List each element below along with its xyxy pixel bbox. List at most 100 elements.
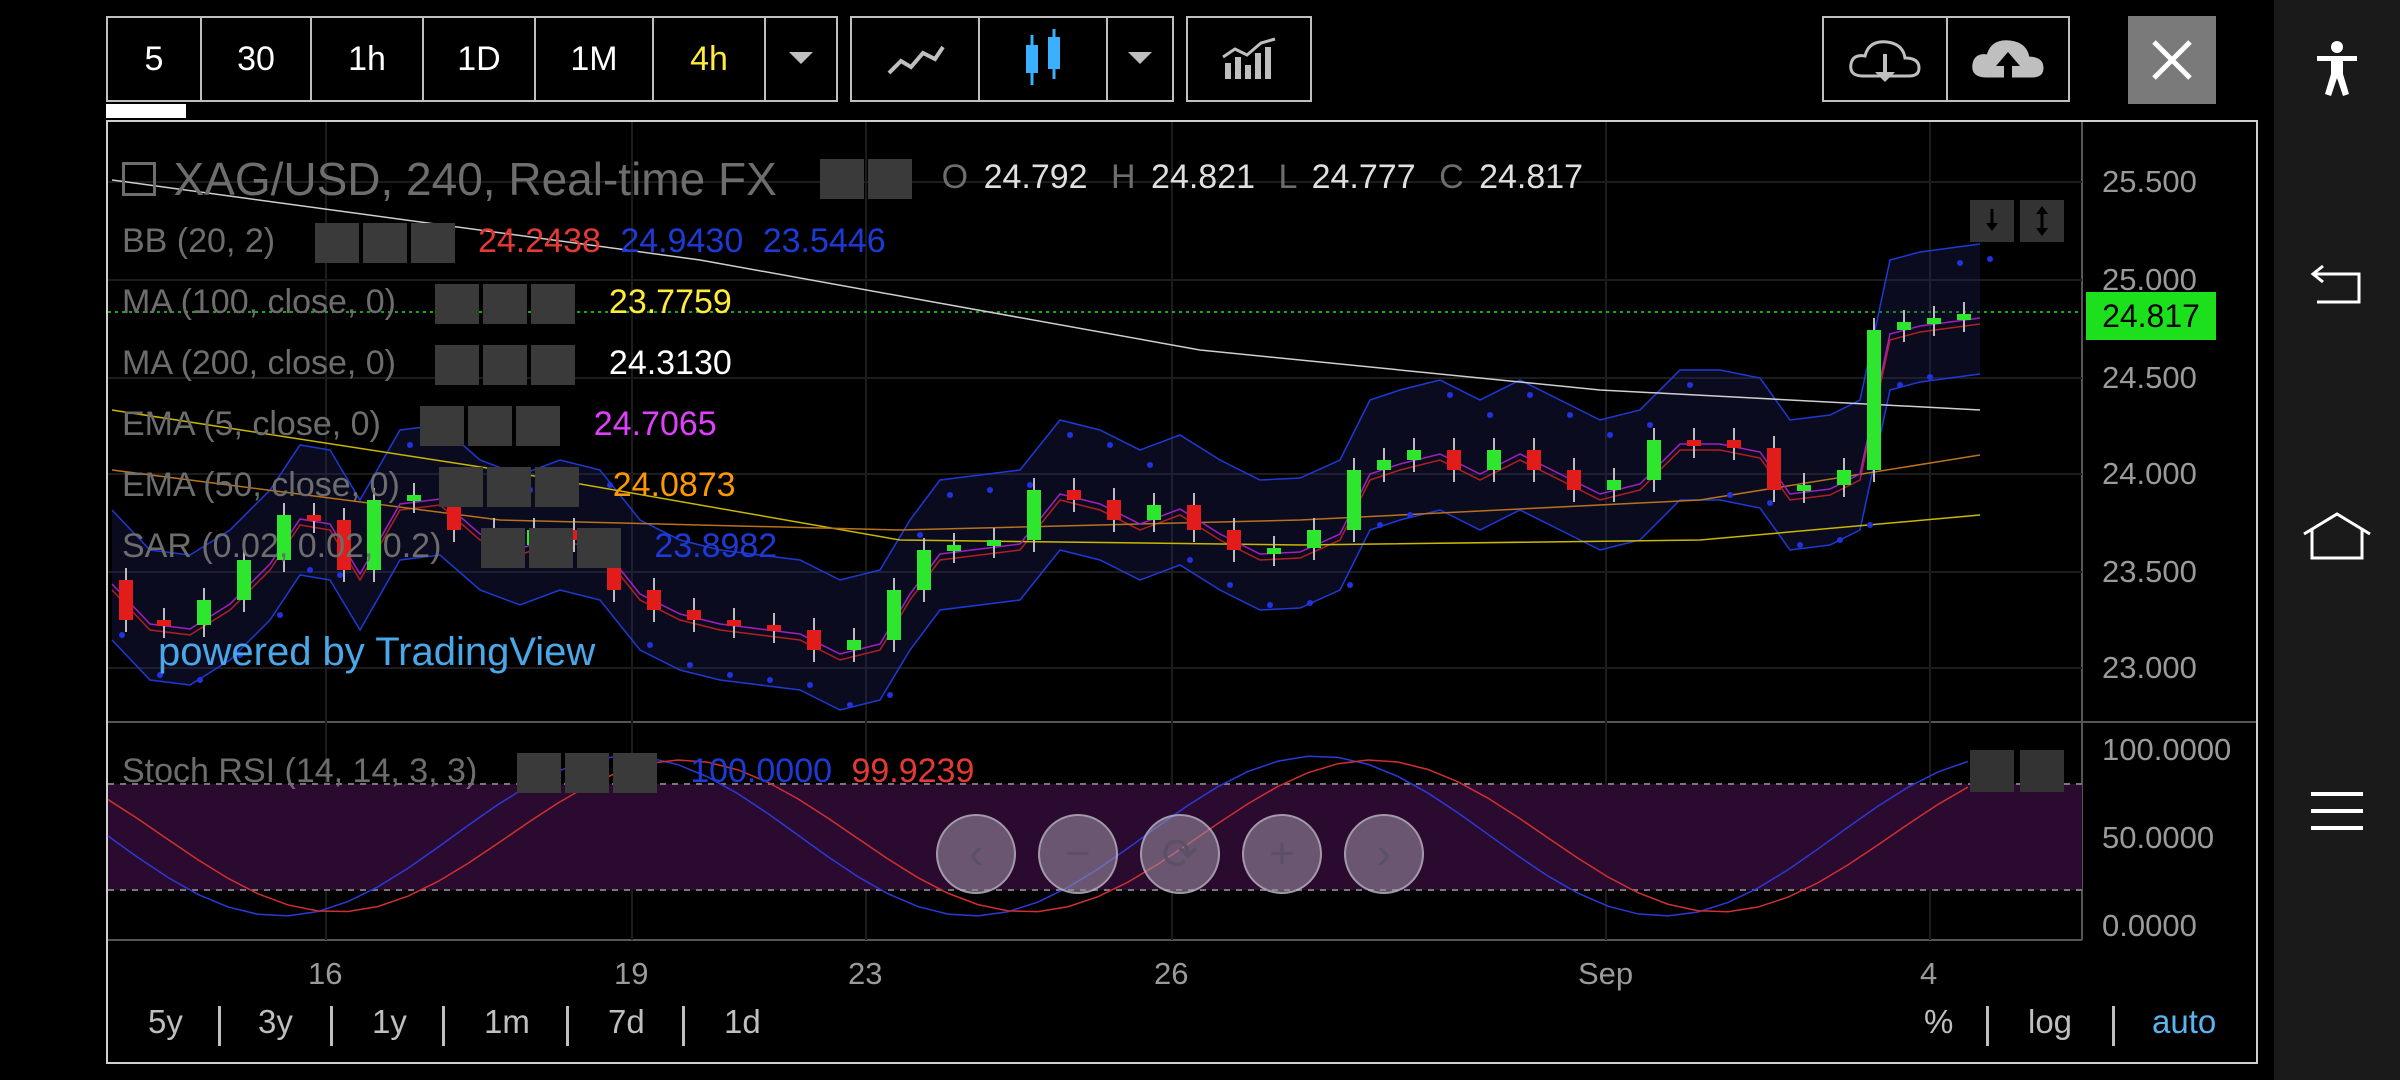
gear-icon[interactable] (483, 284, 528, 325)
close-icon[interactable] (531, 345, 576, 386)
tradingview-watermark[interactable]: powered by TradingView (158, 630, 596, 674)
eye-icon[interactable] (516, 753, 561, 794)
gear-icon[interactable] (487, 467, 532, 508)
save-chart-button[interactable] (1948, 18, 2068, 100)
indicator-ema50: EMA (50, close, 0) 24.0873 (122, 466, 736, 508)
interval-1d-button[interactable]: 1D (424, 18, 536, 100)
close-icon[interactable] (612, 753, 657, 794)
candle-body (1527, 450, 1541, 470)
ma100-line (111, 409, 1981, 546)
candle-body (1227, 530, 1241, 550)
gear-icon[interactable] (528, 528, 573, 569)
candle-body (647, 590, 661, 610)
percent-scale-button[interactable]: % (1924, 1003, 1954, 1040)
close-icon[interactable] (410, 223, 455, 264)
close-button[interactable] (2128, 16, 2216, 104)
candle-body (1767, 448, 1781, 490)
range-1d-button[interactable]: 1d (724, 1003, 761, 1040)
indicator-name: EMA (5, close, 0) (122, 405, 381, 443)
indicator-value: 24.3130 (608, 344, 732, 382)
candle-body (119, 580, 133, 620)
zoom-out-button[interactable]: − (1038, 814, 1118, 894)
line-chart-button[interactable] (852, 18, 980, 100)
indicators-button[interactable] (1188, 18, 1310, 100)
gear-icon[interactable] (362, 223, 407, 264)
candle-chart-button[interactable] (980, 18, 1108, 100)
interval-dropdown-button[interactable] (766, 18, 836, 100)
auto-scale-button[interactable]: auto (2152, 1003, 2217, 1040)
close-icon[interactable] (576, 528, 621, 569)
candle-body (567, 530, 581, 540)
divider (442, 1006, 445, 1046)
divider (2112, 1006, 2115, 1046)
range-3y-button[interactable]: 3y (258, 1003, 293, 1040)
stoch-axis-label: 100.0000 (2102, 732, 2232, 767)
log-scale-button[interactable]: log (2028, 1003, 2073, 1040)
candle-body (1957, 314, 1971, 320)
scroll-down-button[interactable] (1970, 200, 2014, 242)
scroll-right-button[interactable]: › (1344, 814, 1424, 894)
candle-body (1897, 322, 1911, 330)
candle-body (367, 500, 381, 570)
chart-type-dropdown-button[interactable] (1108, 18, 1172, 100)
interval-5-button[interactable]: 5 (108, 18, 202, 100)
gear-icon[interactable] (868, 159, 913, 199)
price-chart[interactable] (0, 0, 2274, 1080)
scroll-left-button[interactable]: ‹ (936, 814, 1016, 894)
indicator-sar: SAR (0.02, 0.02, 0.2) 23.8982 (122, 527, 777, 569)
scale-resize-button[interactable] (2020, 200, 2064, 242)
home-button[interactable] (2274, 512, 2400, 562)
current-price-tag: 24.817 (2086, 292, 2216, 340)
interval-1m-button[interactable]: 1M (536, 18, 654, 100)
gear-icon[interactable] (564, 753, 609, 794)
close-icon[interactable] (531, 284, 576, 325)
range-1y-button[interactable]: 1y (372, 1003, 407, 1040)
sar-dot (1347, 582, 1353, 588)
accessibility-button[interactable] (2274, 40, 2400, 96)
eye-icon[interactable] (439, 467, 484, 508)
candle-body (947, 545, 961, 551)
sar-dot (407, 442, 413, 448)
time-scrollbar[interactable] (106, 104, 186, 118)
range-1m-button[interactable]: 1m (484, 1003, 530, 1040)
interval-4h-button[interactable]: 4h (654, 18, 766, 100)
load-chart-button[interactable] (1824, 18, 1948, 100)
candle-body (407, 495, 421, 501)
bollinger-band (112, 244, 1980, 710)
eye-icon[interactable] (820, 159, 865, 199)
stoch-axis-label: 0.0000 (2102, 908, 2197, 943)
indicator-value: 24.7065 (593, 405, 717, 443)
eye-icon[interactable] (314, 223, 359, 264)
candle-body (1607, 480, 1621, 490)
close-icon[interactable] (516, 406, 561, 447)
menu-button[interactable] (2274, 790, 2400, 832)
scroll-up-button[interactable] (1970, 750, 2014, 792)
interval-1h-button[interactable]: 1h (312, 18, 424, 100)
sar-dot (1027, 482, 1033, 488)
divider (330, 1006, 333, 1046)
range-7d-button[interactable]: 7d (608, 1003, 645, 1040)
candle-body (1837, 470, 1851, 485)
gear-icon[interactable] (468, 406, 513, 447)
reset-button[interactable]: ⟳ (1140, 814, 1220, 894)
range-5y-button[interactable]: 5y (148, 1003, 183, 1040)
candle-body (727, 620, 741, 626)
gear-icon[interactable] (483, 345, 528, 386)
zoom-in-button[interactable]: + (1242, 814, 1322, 894)
cloud-download-icon (1849, 40, 1921, 82)
sar-dot (1307, 600, 1313, 606)
eye-icon[interactable] (480, 528, 525, 569)
scale-resize-button[interactable] (2020, 750, 2064, 792)
back-button[interactable] (2274, 260, 2400, 306)
price-axis-label: 24.500 (2102, 360, 2197, 395)
close-icon[interactable] (535, 467, 580, 508)
symbol-title-row: XAG/USD, 240, Real-time FX O 24.792 H 24… (122, 152, 1583, 206)
eye-icon[interactable] (435, 345, 480, 386)
eye-icon[interactable] (420, 406, 465, 447)
indicator-stoch-rsi: Stoch RSI (14, 14, 3, 3) 100.0000 99.923… (122, 752, 974, 794)
interval-30-button[interactable]: 30 (202, 18, 312, 100)
collapse-legend-icon[interactable] (122, 162, 156, 196)
eye-icon[interactable] (435, 284, 480, 325)
candle-body (307, 515, 321, 521)
indicator-name: EMA (50, close, 0) (122, 466, 400, 504)
